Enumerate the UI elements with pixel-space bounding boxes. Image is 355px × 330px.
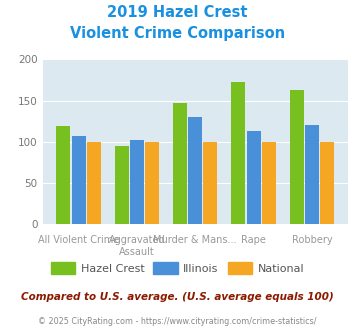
Text: 2019 Hazel Crest: 2019 Hazel Crest: [107, 5, 248, 20]
Text: © 2025 CityRating.com - https://www.cityrating.com/crime-statistics/: © 2025 CityRating.com - https://www.city…: [38, 317, 317, 326]
Bar: [130, 140, 144, 224]
Text: Violent Crime Comparison: Violent Crime Comparison: [70, 26, 285, 41]
Text: Assault: Assault: [119, 247, 155, 257]
Bar: [262, 142, 276, 224]
Bar: [247, 131, 261, 224]
Legend: Hazel Crest, Illinois, National: Hazel Crest, Illinois, National: [46, 258, 309, 278]
Text: All Violent Crime: All Violent Crime: [38, 235, 119, 245]
Bar: [72, 136, 86, 224]
Text: Rape: Rape: [241, 235, 266, 245]
Bar: [290, 90, 304, 224]
Text: Compared to U.S. average. (U.S. average equals 100): Compared to U.S. average. (U.S. average …: [21, 292, 334, 302]
Bar: [188, 117, 202, 224]
Text: Murder & Mans...: Murder & Mans...: [153, 235, 237, 245]
Bar: [145, 142, 159, 224]
Bar: [203, 142, 217, 224]
Bar: [87, 142, 101, 224]
Text: Aggravated: Aggravated: [109, 235, 165, 245]
Bar: [115, 146, 129, 224]
Bar: [56, 126, 71, 224]
Bar: [320, 142, 334, 224]
Bar: [305, 125, 319, 224]
Bar: [231, 82, 245, 224]
Text: Robbery: Robbery: [291, 235, 332, 245]
Bar: [173, 103, 187, 224]
